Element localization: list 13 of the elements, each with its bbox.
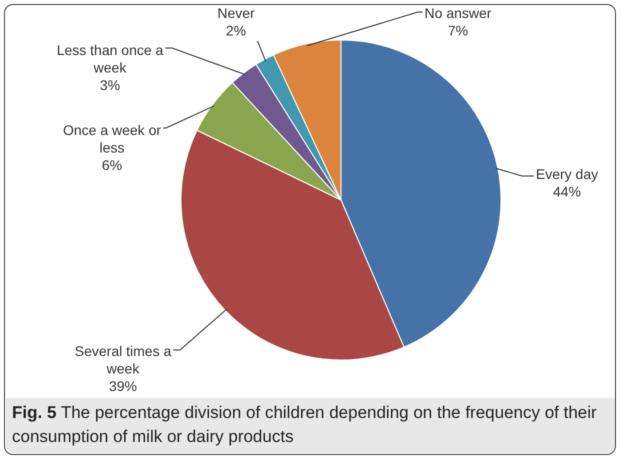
slice-label: Several times a week	[74, 342, 172, 376]
data-label: 6%	[102, 156, 122, 173]
slice-label: Never	[217, 4, 256, 21]
data-label: 7%	[448, 22, 468, 38]
slice-label: Once a week or less	[62, 122, 162, 156]
data-label: 39%	[108, 378, 138, 394]
caption: Fig. 5 The percentage division of children depending on the frequency of their consumption of milk or dairy products	[12, 402, 598, 448]
data-label: 3%	[100, 76, 120, 93]
slice-label: Less than once a week	[56, 42, 164, 76]
data-label: 2%	[226, 22, 246, 38]
data-label: 44%	[552, 183, 582, 200]
slice-label: No answer	[424, 4, 492, 21]
slice-label: Every day	[536, 166, 598, 182]
